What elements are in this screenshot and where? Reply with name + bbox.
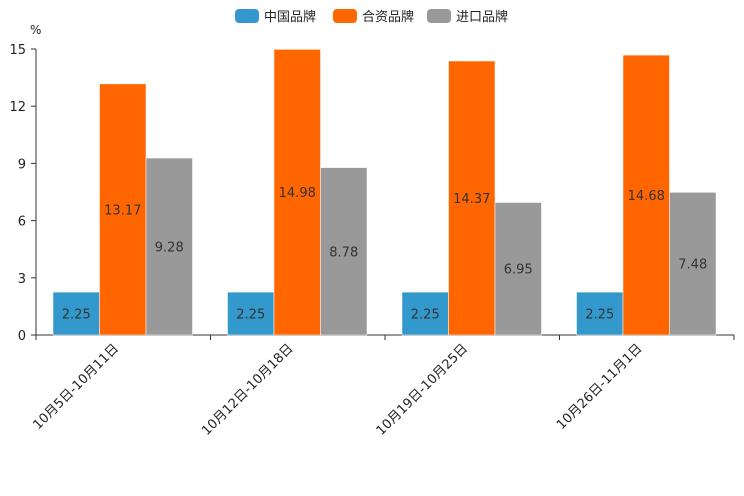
x-tick-label: 10月19日-10月25日 [374, 341, 471, 438]
bar-中国品牌-10月5日-10月11日 [52, 291, 100, 336]
x-tick-label: 10月26日-11月1日 [554, 341, 646, 433]
legend-label: 进口品牌 [456, 9, 508, 25]
bar-进口品牌-10月5日-10月11日 [145, 157, 193, 336]
y-tick-label: 6 [18, 215, 26, 230]
x-tick-label: 10月5日-10月11日 [30, 341, 122, 433]
bar-value-label: 2.25 [585, 308, 614, 323]
bar-value-label: 14.37 [453, 192, 490, 207]
bar-合资品牌-10月5日-10月11日 [99, 83, 147, 336]
y-tick-label: 3 [18, 272, 26, 287]
bar-合资品牌-10月12日-10月18日 [273, 49, 321, 336]
bar-中国品牌-10月12日-10月18日 [227, 291, 275, 336]
x-axis: 10月5日-10月11日 10月12日-10月18日 10月19日-10月25日 10… [30, 334, 735, 439]
legend-label: 中国品牌 [264, 9, 316, 25]
bars [52, 49, 717, 336]
bar-value-label: 7.48 [678, 258, 707, 273]
legend-swatch [427, 9, 451, 23]
bar-value-label: 14.98 [279, 186, 316, 201]
bar-value-label: 9.28 [155, 241, 184, 256]
x-tick-label: 10月12日-10月18日 [199, 341, 296, 438]
y-tick-label: 15 [9, 43, 26, 58]
bar-value-label: 2.25 [236, 308, 265, 323]
bar-合资品牌-10月26日-11月1日 [622, 54, 670, 336]
bar-value-label: 2.25 [411, 308, 440, 323]
bar-value-label: 13.17 [104, 203, 141, 218]
legend: 中国品牌 合资品牌 进口品牌 [235, 9, 508, 25]
bar-进口品牌-10月19日-10月25日 [494, 202, 542, 336]
bar-进口品牌-10月26日-11月1日 [669, 192, 717, 336]
bar-合资品牌-10月19日-10月25日 [448, 60, 496, 336]
legend-swatch [235, 9, 259, 23]
bar-中国品牌-10月19日-10月25日 [401, 291, 449, 336]
bar-value-label: 6.95 [504, 263, 533, 278]
y-axis-unit: % [30, 23, 41, 37]
bar-value-label: 14.68 [628, 189, 665, 204]
y-tick-label: 0 [18, 329, 26, 344]
y-axis: 0 3 6 9 12 15 [9, 43, 37, 344]
bar-value-label: 2.25 [62, 308, 91, 323]
y-tick-label: 12 [9, 100, 26, 115]
bar-labels: 2.25 13.17 9.28 2.25 14.98 8.78 2.25 14.37 6.95 2… [62, 186, 707, 322]
bar-value-label: 8.78 [329, 245, 358, 260]
legend-swatch [333, 9, 357, 23]
legend-label: 合资品牌 [362, 9, 414, 25]
y-tick-label: 9 [18, 157, 26, 172]
bar-进口品牌-10月12日-10月18日 [320, 167, 368, 336]
bar-中国品牌-10月26日-11月1日 [576, 291, 624, 336]
